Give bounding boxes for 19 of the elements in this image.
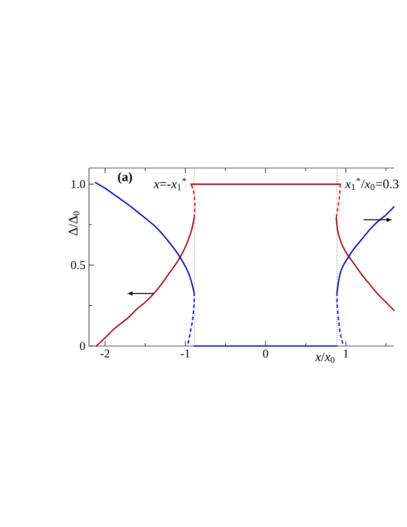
ref-line-label: x=-x$_{1}$* bbox=[154, 178, 186, 190]
y-tick-label: 1.0 bbox=[72, 180, 86, 188]
ref-line-label: x$_{1}$$^{*}$/x$_{0}$=0.3 bbox=[345, 178, 398, 190]
line-series bbox=[336, 206, 395, 294]
x-axis-title: x/x$_{0}$ bbox=[315, 352, 335, 364]
line-series bbox=[96, 218, 195, 347]
line-series bbox=[187, 292, 195, 347]
y-tick-label: 0.5 bbox=[70, 261, 86, 270]
x-tick-label: -1 bbox=[180, 350, 190, 358]
annotation: (a) bbox=[118, 172, 132, 184]
line-series bbox=[336, 292, 344, 347]
y-axis-title: Δ/Δ$_{0}$ bbox=[68, 211, 80, 236]
x-tick-label: -2 bbox=[100, 350, 110, 358]
x-tick-label: 0 bbox=[263, 350, 268, 358]
line-series bbox=[336, 218, 395, 312]
y-tick-label: 0 bbox=[80, 342, 86, 350]
x-tick-label: 1 bbox=[344, 350, 348, 358]
line-series bbox=[336, 184, 341, 219]
line-series bbox=[190, 184, 196, 219]
